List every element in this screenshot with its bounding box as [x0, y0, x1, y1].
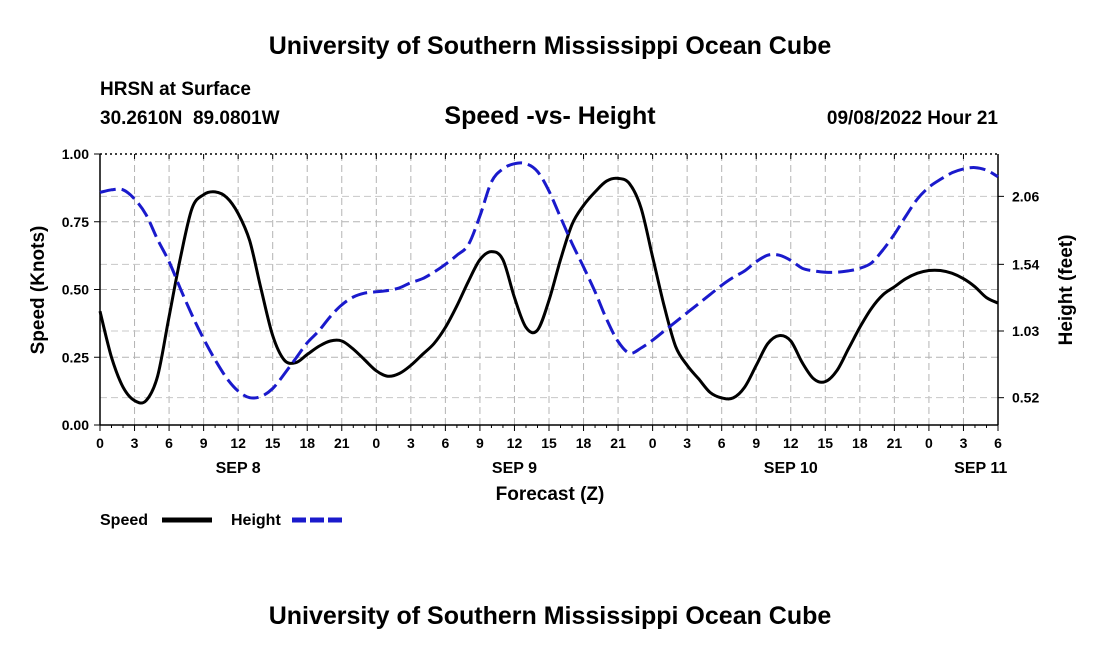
- y2-axis-label: Height (feet): [1056, 235, 1077, 346]
- x-tick-label: 9: [752, 435, 760, 451]
- footer-title: University of Southern Mississippi Ocean…: [269, 602, 832, 630]
- y-tick-label: 0.25: [62, 349, 89, 365]
- y-tick-label: 0.50: [62, 282, 89, 298]
- y-tick-label: 0.75: [62, 214, 89, 230]
- x-tick-label: 21: [334, 435, 350, 451]
- x-tick-label: 0: [649, 435, 657, 451]
- y2-tick-label: 2.06: [1012, 188, 1039, 204]
- height-series-line: [99, 161, 999, 400]
- station-label: HRSN at Surface: [100, 79, 251, 100]
- x-tick-label: 9: [200, 435, 208, 451]
- y2-tick-label: 1.03: [1012, 323, 1039, 339]
- y-tick-label: 1.00: [62, 146, 89, 162]
- axes: [94, 153, 1004, 431]
- x-tick-label: 15: [818, 435, 834, 451]
- x-tick-label: 12: [507, 435, 523, 451]
- x-tick-label: 0: [96, 435, 104, 451]
- chart-subtitle: Speed -vs- Height: [444, 102, 656, 130]
- y2-tick-label: 0.52: [1012, 390, 1039, 406]
- day-label: SEP 10: [764, 460, 818, 477]
- x-tick-label: 9: [476, 435, 484, 451]
- x-tick-label: 3: [683, 435, 691, 451]
- tick-labels: 0 3 6 9 12 15 18 21 0 3 6 9 12 15 18 21 0 3 6 9 12 15 18 21 0 3 6 0…: [62, 146, 1040, 477]
- x-tick-label: 0: [925, 435, 933, 451]
- x-tick-label: 12: [230, 435, 246, 451]
- x-tick-label: 15: [541, 435, 557, 451]
- x-tick-label: 3: [407, 435, 415, 451]
- y-tick-label: 0.00: [62, 417, 89, 433]
- x-tick-label: 6: [441, 435, 449, 451]
- x-tick-label: 6: [718, 435, 726, 451]
- series-lines: [98, 161, 999, 405]
- coordinates-label: 30.2610N 89.0801W: [100, 108, 280, 129]
- day-label: SEP 9: [492, 460, 537, 477]
- x-tick-label: 6: [165, 435, 173, 451]
- speed-series-line: [98, 176, 999, 405]
- legend-height-label: Height: [231, 512, 281, 529]
- day-label: SEP 11: [954, 460, 1007, 477]
- chart-title: University of Southern Mississippi Ocean…: [269, 32, 832, 60]
- y-axis-label: Speed (Knots): [28, 226, 49, 355]
- x-tick-label: 0: [372, 435, 380, 451]
- x-tick-label: 21: [610, 435, 626, 451]
- x-axis-label: Forecast (Z): [496, 484, 605, 505]
- legend: Speed Height: [100, 512, 342, 529]
- x-tick-label: 15: [265, 435, 281, 451]
- grid-lines: [100, 154, 998, 425]
- y2-tick-label: 1.54: [1012, 256, 1039, 272]
- x-tick-label: 21: [887, 435, 903, 451]
- datetime-label: 09/08/2022 Hour 21: [827, 108, 999, 129]
- day-label: SEP 8: [216, 460, 261, 477]
- x-tick-label: 6: [994, 435, 1002, 451]
- x-tick-label: 18: [299, 435, 315, 451]
- x-tick-label: 3: [131, 435, 139, 451]
- x-tick-label: 18: [852, 435, 868, 451]
- legend-speed-label: Speed: [100, 512, 148, 529]
- x-tick-label: 3: [960, 435, 968, 451]
- x-tick-label: 12: [783, 435, 799, 451]
- x-tick-label: 18: [576, 435, 592, 451]
